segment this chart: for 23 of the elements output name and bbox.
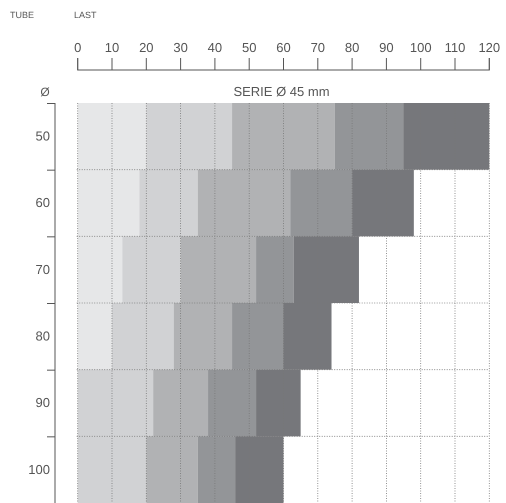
y-tick-label: 60 bbox=[36, 195, 50, 210]
x-tick-label: 90 bbox=[379, 40, 394, 55]
y-tick-label: 70 bbox=[36, 262, 50, 277]
y-tick-label: 100 bbox=[28, 462, 50, 477]
x-tick-label: 110 bbox=[444, 40, 466, 55]
x-tick-label: 0 bbox=[74, 40, 82, 55]
x-tick-label: 60 bbox=[276, 40, 291, 55]
y-tick-label: 50 bbox=[36, 128, 50, 144]
y-tick-label: 90 bbox=[36, 395, 50, 410]
x-tick-label: 70 bbox=[310, 40, 326, 55]
x-tick-label: 50 bbox=[242, 40, 256, 55]
x-tick-label: 120 bbox=[478, 40, 500, 55]
x-axis-title: LAST bbox=[74, 10, 98, 20]
chart-title: SERIE Ø 45 mm bbox=[233, 84, 330, 99]
x-tick-label: 30 bbox=[173, 40, 188, 55]
x-tick-label: 10 bbox=[104, 40, 120, 55]
x-tick-label: 40 bbox=[208, 40, 222, 55]
text: Ø bbox=[40, 85, 50, 99]
x-tick-label: 100 bbox=[410, 40, 432, 55]
x-tick-label: 80 bbox=[344, 40, 360, 55]
y-axis-title: TUBE bbox=[10, 10, 34, 20]
y-tick-label: 80 bbox=[36, 328, 50, 344]
x-tick-label: 20 bbox=[139, 40, 154, 55]
